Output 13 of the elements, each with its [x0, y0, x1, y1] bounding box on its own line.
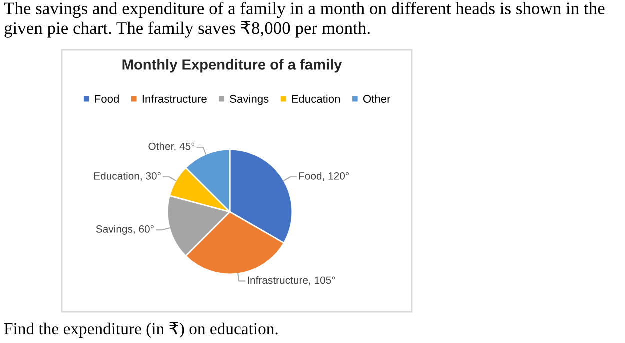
legend-label: Infrastructure	[142, 94, 207, 103]
data-label: Savings, 60°	[96, 225, 154, 235]
chart-title: Monthly Expenditure of a family	[122, 59, 342, 73]
text: Find the expenditure (in ₹) on education.	[4, 322, 278, 338]
data-label: Food, 120°	[299, 172, 349, 182]
data-label: Other, 45°	[148, 142, 195, 152]
legend-label: Education	[292, 94, 340, 103]
legend-label: Other	[363, 94, 391, 103]
data-label: Infrastructure, 105°	[248, 276, 336, 286]
data-label: Education, 30°	[94, 172, 161, 182]
legend-label: Food	[95, 94, 119, 103]
legend-label: Savings	[230, 94, 269, 106]
text: The savings and expenditure of a family in a month on different heads is shown in the given pie chart. The family saves ₹8,000 per month.	[4, 2, 605, 38]
